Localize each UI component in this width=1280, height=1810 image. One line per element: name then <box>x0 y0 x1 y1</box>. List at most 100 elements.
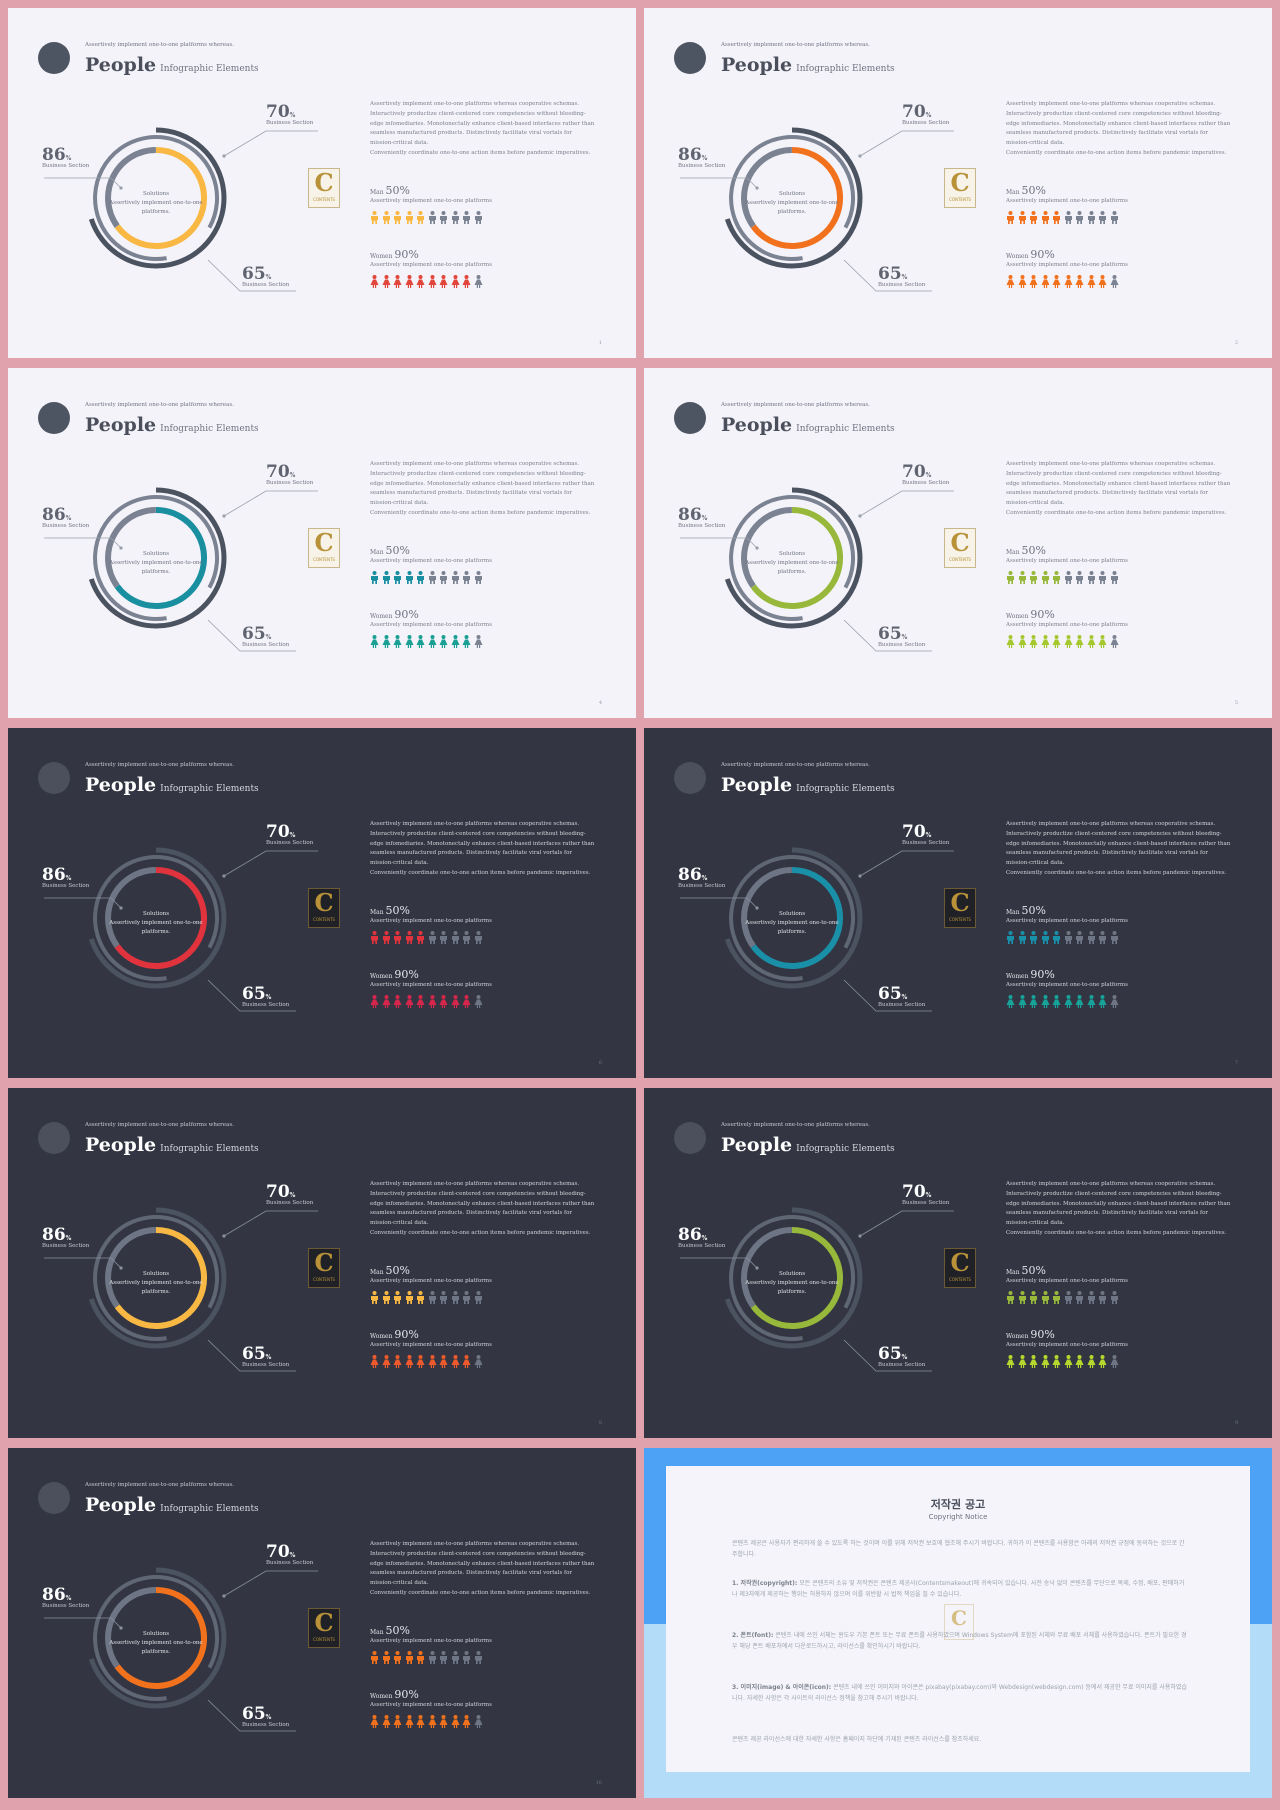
man-figure-icon <box>439 569 448 584</box>
stat-unit: % <box>701 155 708 162</box>
stat-unit: % <box>65 155 72 162</box>
stat-label: Business Section <box>878 642 926 648</box>
men-heading: Man 50% <box>370 1624 492 1637</box>
inner-ring-track <box>741 867 792 948</box>
slide-title-secondary: Infographic Elements <box>796 64 895 74</box>
woman-figure-icon <box>1041 993 1050 1008</box>
woman-figure-icon <box>439 633 448 648</box>
stat-label: Business Section <box>42 1603 90 1609</box>
copyright-section-2: 2. 폰트(font): 콘텐츠 내에 쓰인 서체는 윈도우 기본 폰트 또는 … <box>732 1630 1188 1652</box>
logo-letter: C <box>314 1248 334 1277</box>
page-number: 5 <box>1234 700 1238 706</box>
middle-ring-arc <box>93 1575 220 1701</box>
leader-line-65 <box>207 1339 296 1372</box>
women-icon-row <box>370 1353 492 1368</box>
women-group: Women 90% Assertively implement one-to-on… <box>370 608 492 648</box>
outer-ring-arc <box>88 847 227 989</box>
woman-figure-icon <box>462 993 471 1008</box>
middle-ring-arc <box>93 855 220 981</box>
man-figure-icon <box>1029 569 1038 584</box>
stat-value: 65 <box>878 264 902 284</box>
logo-word: CONTENTS <box>949 1277 971 1282</box>
women-heading: Women 90% <box>370 1688 492 1701</box>
men-value: 50% <box>1021 184 1046 197</box>
man-figure-icon <box>1087 209 1096 224</box>
description-paragraph: Assertively implement one-to-one platfor… <box>1006 461 1231 507</box>
stat-label: Business Section <box>902 840 950 846</box>
men-value: 50% <box>385 184 410 197</box>
woman-figure-icon <box>416 1353 425 1368</box>
inner-ring-accent-arc <box>750 867 844 969</box>
slide-dot-decoration <box>674 402 706 434</box>
women-group: Women 90% Assertively implement one-to-on… <box>1006 968 1128 1008</box>
men-group: Man 50% Assertively implement one-to-one … <box>370 904 492 944</box>
copyright-title: 저작권 공고 <box>930 1498 986 1511</box>
leader-line-70 <box>859 850 954 877</box>
women-subtext: Assertively implement one-to-one platfor… <box>1006 1342 1128 1348</box>
woman-figure-icon <box>382 1713 391 1728</box>
stat-86: 86% Business Section <box>678 145 725 169</box>
woman-figure-icon <box>474 1353 483 1368</box>
man-figure-icon <box>1110 929 1119 944</box>
men-group: Man 50% Assertively implement one-to-one … <box>370 544 492 584</box>
stat-label: Business Section <box>266 480 314 486</box>
contents-logo: C CONTENTS <box>944 528 976 568</box>
ring-chart <box>44 1207 318 1372</box>
slide-dot-decoration <box>674 42 706 74</box>
contents-logo: C CONTENTS <box>308 1608 340 1648</box>
men-subtext: Assertively implement one-to-one platfor… <box>370 558 492 564</box>
page-number: 4 <box>598 700 602 706</box>
woman-figure-icon <box>393 1713 402 1728</box>
stat-label: Business Section <box>678 1243 726 1249</box>
men-label: Man <box>1006 1269 1020 1276</box>
stat-value: 86 <box>42 865 66 885</box>
women-subtext: Assertively implement one-to-one platfor… <box>1006 982 1128 988</box>
leader-line-86 <box>44 1617 122 1629</box>
description-paragraph: Assertively implement one-to-one platfor… <box>1006 821 1231 867</box>
page-number: 9 <box>1234 1420 1238 1426</box>
stat-label: Business Section <box>878 1002 926 1008</box>
woman-figure-icon <box>428 993 437 1008</box>
slide-dot-decoration <box>38 402 70 434</box>
woman-figure-icon <box>416 273 425 288</box>
woman-figure-icon <box>462 273 471 288</box>
woman-figure-icon <box>1087 1353 1096 1368</box>
man-figure-icon <box>451 1649 460 1664</box>
stat-unit: % <box>265 994 272 1001</box>
woman-figure-icon <box>1041 633 1050 648</box>
men-group: Man 50% Assertively implement one-to-one … <box>370 1624 492 1664</box>
man-figure-icon <box>393 1289 402 1304</box>
stat-label: Business Section <box>902 1200 950 1206</box>
leader-line-86 <box>44 537 122 549</box>
page-number: 8 <box>598 1420 602 1426</box>
stat-unit: % <box>925 1192 932 1199</box>
slide-title: People Infographic Elements <box>85 1494 259 1516</box>
stat-unit: % <box>925 472 932 479</box>
women-group: Women 90% Assertively implement one-to-on… <box>1006 248 1128 288</box>
man-figure-icon <box>416 569 425 584</box>
contents-logo: C CONTENTS <box>944 1248 976 1288</box>
outer-ring-arc <box>724 127 863 269</box>
stat-86: 86% Business Section <box>42 865 89 889</box>
men-subtext: Assertively implement one-to-one platfor… <box>1006 1278 1128 1284</box>
copyright-slide: 저작권 공고 Copyright Notice 콘텐츠 제공은 사용자가 편리하게 … <box>644 1448 1272 1798</box>
leader-line-65 <box>207 259 296 292</box>
man-figure-icon <box>1052 929 1061 944</box>
woman-figure-icon <box>1087 633 1096 648</box>
man-figure-icon <box>428 1649 437 1664</box>
slide-title-main: People <box>85 54 157 76</box>
women-label: Women <box>1006 973 1029 980</box>
slide-subtitle: Assertively implement one-to-one platfor… <box>721 402 870 408</box>
leader-line-65 <box>843 1339 932 1372</box>
man-figure-icon <box>416 1649 425 1664</box>
stat-unit: % <box>701 1235 708 1242</box>
woman-figure-icon <box>1075 273 1084 288</box>
logo-letter: C <box>314 168 334 197</box>
woman-figure-icon <box>382 633 391 648</box>
men-heading: Man 50% <box>1006 184 1128 197</box>
stat-unit: % <box>901 634 908 641</box>
men-group: Man 50% Assertively implement one-to-one … <box>1006 544 1128 584</box>
man-figure-icon <box>1098 1289 1107 1304</box>
men-label: Man <box>370 189 384 196</box>
man-figure-icon <box>1006 569 1015 584</box>
